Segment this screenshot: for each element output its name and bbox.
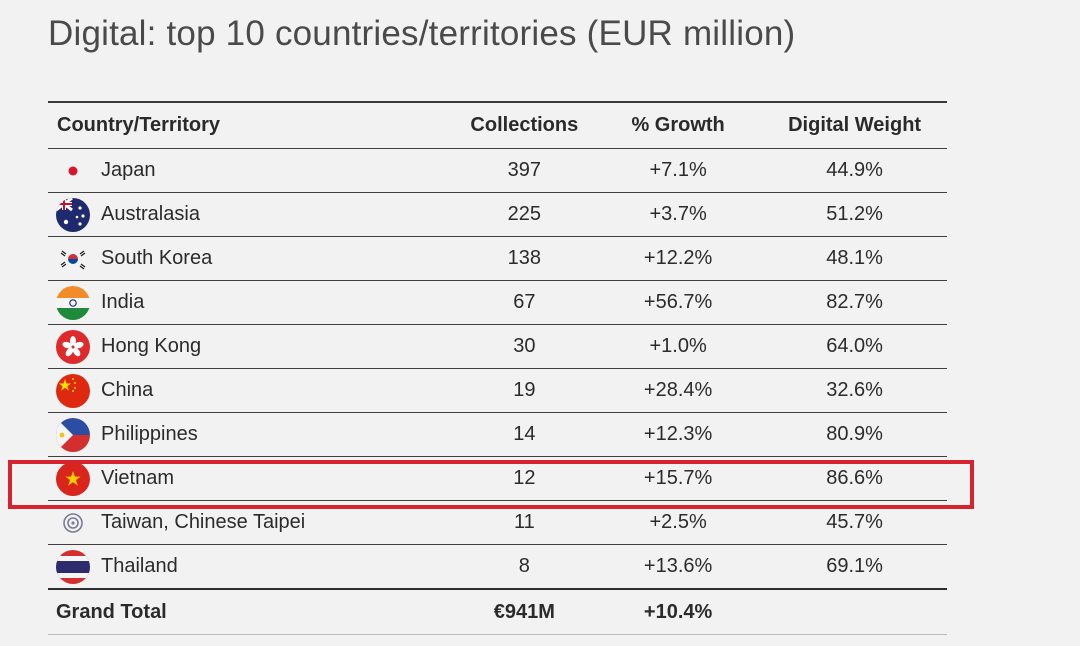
collections-value: 67	[454, 280, 595, 325]
country-cell: Philippines	[48, 412, 455, 457]
header-growth: % Growth	[631, 114, 725, 136]
table-row-australasia: Australasia 225 +3.7% 51.2%	[48, 192, 947, 237]
digital-weight-value: 69.1%	[762, 544, 947, 589]
total-growth: +10.4%	[594, 588, 763, 635]
country-cell: Taiwan, Chinese Taipei	[48, 500, 455, 545]
collections-value: 14	[454, 412, 595, 457]
australasia-flag-icon	[56, 197, 90, 232]
taiwan-flag-icon	[56, 505, 90, 540]
growth-value: +12.3%	[594, 412, 763, 457]
india-flag-icon	[56, 285, 90, 320]
vietnam-flag-icon	[56, 461, 90, 496]
table-row-south-korea: South Korea 138 +12.2% 48.1%	[48, 236, 947, 281]
country-name: Thailand	[101, 555, 178, 577]
table-row-hong-kong: Hong Kong 30 +1.0% 64.0%	[48, 324, 947, 369]
growth-value: +13.6%	[594, 544, 763, 589]
table-row-vietnam: Vietnam 12 +15.7% 86.6%	[48, 456, 947, 501]
table-row-india: India 67 +56.7% 82.7%	[48, 280, 947, 325]
collections-value: 12	[454, 456, 595, 501]
digital-weight-value: 48.1%	[762, 236, 947, 281]
country-name: India	[101, 291, 145, 313]
digital-weight-value: 82.7%	[762, 280, 947, 325]
table-row-thailand: Thailand 8 +13.6% 69.1%	[48, 544, 947, 589]
growth-value: +7.1%	[594, 148, 763, 193]
total-label: Grand Total	[48, 588, 455, 635]
digital-weight-value: 80.9%	[762, 412, 947, 457]
header-country: Country/Territory	[57, 114, 220, 136]
collections-value: 8	[454, 544, 595, 589]
digital-weight-value: 32.6%	[762, 368, 947, 413]
growth-value: +2.5%	[594, 500, 763, 545]
table-row-japan: Japan 397 +7.1% 44.9%	[48, 148, 947, 193]
collections-value: 30	[454, 324, 595, 369]
table-row-taiwan-chinese-taipei: Taiwan, Chinese Taipei 11 +2.5% 45.7%	[48, 500, 947, 545]
growth-value: +12.2%	[594, 236, 763, 281]
digital-weight-value: 44.9%	[762, 148, 947, 193]
china-flag-icon	[56, 373, 90, 408]
growth-value: +15.7%	[594, 456, 763, 501]
country-cell: Thailand	[48, 544, 455, 589]
header-collections: Collections	[470, 114, 579, 136]
country-cell: Vietnam	[48, 456, 455, 501]
country-name: Taiwan, Chinese Taipei	[101, 511, 306, 533]
collections-value: 397	[454, 148, 595, 193]
header-digital-weight: Digital Weight	[788, 114, 922, 136]
japan-flag-icon	[56, 153, 90, 188]
country-cell: Australasia	[48, 192, 455, 237]
country-cell: Japan	[48, 148, 455, 193]
growth-value: +3.7%	[594, 192, 763, 237]
collections-value: 138	[454, 236, 595, 281]
country-cell: China	[48, 368, 455, 413]
country-cell: India	[48, 280, 455, 325]
digital-weight-value: 86.6%	[762, 456, 947, 501]
hong-kong-flag-icon	[56, 329, 90, 364]
digital-weight-value: 64.0%	[762, 324, 947, 369]
growth-value: +28.4%	[594, 368, 763, 413]
country-name: China	[101, 379, 154, 401]
digital-weight-value: 45.7%	[762, 500, 947, 545]
country-name: Philippines	[101, 423, 198, 445]
collections-value: 225	[454, 192, 595, 237]
table-row-china: China 19 +28.4% 32.6%	[48, 368, 947, 413]
country-name: Vietnam	[101, 467, 175, 489]
table-row-philippines: Philippines 14 +12.3% 80.9%	[48, 412, 947, 457]
top-10-table: Country/Territory Collections % Growth D…	[48, 101, 947, 635]
country-name: Australasia	[101, 203, 200, 225]
philippines-flag-icon	[56, 417, 90, 452]
page-title: Digital: top 10 countries/territories (E…	[48, 14, 796, 53]
thailand-flag-icon	[56, 549, 90, 584]
growth-value: +56.7%	[594, 280, 763, 325]
country-name: Hong Kong	[101, 335, 202, 357]
total-collections: €941M	[454, 588, 595, 635]
collections-value: 19	[454, 368, 595, 413]
country-name: South Korea	[101, 247, 213, 269]
grand-total-row: Grand Total €941M +10.4%	[48, 588, 947, 635]
table-header-row: Country/Territory Collections % Growth D…	[48, 102, 947, 149]
collections-value: 11	[454, 500, 595, 545]
total-weight	[762, 588, 947, 635]
south-korea-flag-icon	[56, 241, 90, 276]
growth-value: +1.0%	[594, 324, 763, 369]
digital-weight-value: 51.2%	[762, 192, 947, 237]
country-cell: South Korea	[48, 236, 455, 281]
country-cell: Hong Kong	[48, 324, 455, 369]
country-name: Japan	[101, 159, 156, 181]
